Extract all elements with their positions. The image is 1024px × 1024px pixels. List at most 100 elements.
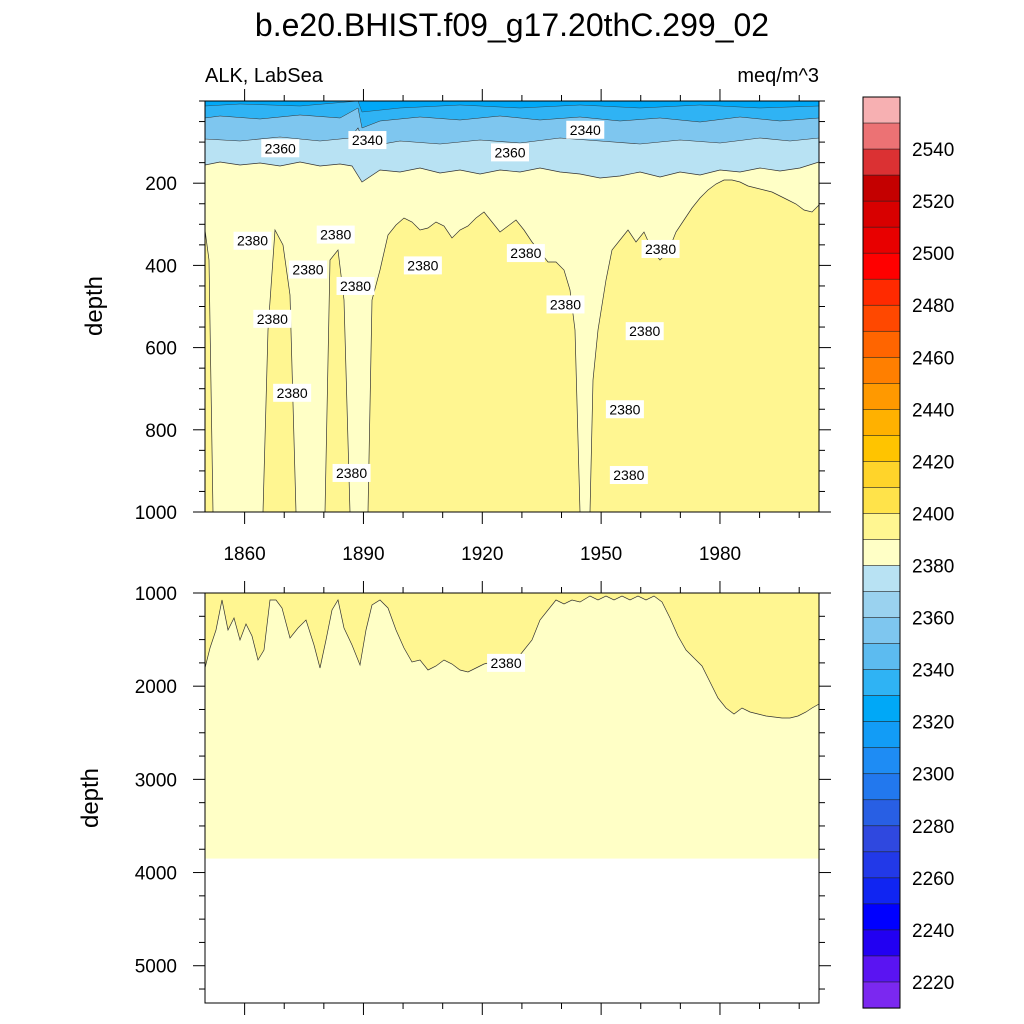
y-tick-label: 4000 (135, 864, 177, 885)
svg-text:2380: 2380 (629, 323, 660, 339)
svg-text:2380: 2380 (510, 245, 541, 261)
colorbar: 2540 2520 2500 2480 2460 2440 2420 2400 2380 2360… (862, 96, 954, 1009)
x-tick-label: 1890 (342, 544, 384, 565)
y-tick-label: 800 (145, 421, 177, 442)
colorbar-swatch (862, 591, 901, 619)
svg-text:2380: 2380 (609, 401, 640, 417)
svg-text:2380: 2380 (613, 467, 644, 483)
svg-text:2380: 2380 (237, 233, 268, 249)
y-tick-label: 1000 (135, 584, 177, 605)
variable-label: ALK, LabSea (205, 65, 324, 87)
upper-ticks: 200 400 600 800 1000 1860 1890 1920 1950 1980 (135, 89, 831, 565)
colorbar-tick-label: 2300 (912, 765, 954, 786)
colorbar-swatch (862, 304, 901, 332)
x-tick-label: 1860 (223, 544, 265, 565)
contour-label: 2360 (491, 143, 530, 162)
colorbar-swatch (862, 435, 901, 463)
ocean-floor-mask (205, 858, 819, 1003)
colorbar-swatch (862, 747, 901, 775)
upper-y-axis-label: depth (81, 276, 108, 336)
colorbar-swatch (862, 252, 901, 280)
contour-label: 2380 (605, 400, 644, 419)
upper-contour-labels: 2360 2340 2360 2340 2380 2380 2380 2380 2380 2380… (233, 120, 680, 485)
svg-text:2380: 2380 (336, 465, 367, 481)
svg-text:2380: 2380 (257, 311, 288, 327)
colorbar-tick-label: 2480 (912, 296, 954, 317)
contour-label: 2380 (546, 295, 585, 314)
colorbar-swatch (862, 643, 901, 671)
x-tick-label: 1980 (699, 544, 741, 565)
colorbar-swatch (862, 773, 901, 801)
contour-label: 2380 (316, 225, 355, 244)
svg-text:2380: 2380 (550, 296, 581, 312)
contour-label: 2380 (288, 260, 327, 279)
colorbar-tick-label: 2280 (912, 817, 954, 838)
contour-label: 2340 (566, 120, 605, 139)
colorbar-swatch (862, 877, 901, 905)
upper-panel: 2360 2340 2360 2340 2380 2380 2380 2380 2380 2380… (81, 89, 831, 565)
contour-label: 2380 (336, 276, 375, 295)
contour-label: 2360 (261, 139, 300, 158)
upper-band-2280-2300 (205, 101, 819, 113)
upper-band-2300-2320 (205, 101, 819, 129)
colorbar-tick-label: 2360 (912, 609, 954, 630)
colorbar-tick-label: 2240 (912, 921, 954, 942)
svg-text:2360: 2360 (494, 144, 525, 160)
colorbar-tick-label: 2460 (912, 348, 954, 369)
units-label: meq/m^3 (737, 65, 819, 87)
y-tick-label: 600 (145, 339, 177, 360)
contour-label: 2340 (348, 131, 387, 150)
contour-label: 2380 (625, 322, 664, 341)
contour-label: 2380 (253, 309, 292, 328)
contour-label: 2380 (506, 244, 545, 263)
colorbar-tick-label: 2260 (912, 869, 954, 890)
x-tick-label: 1920 (461, 544, 503, 565)
contour-label: 2380 (273, 383, 312, 402)
lower-contour-labels: 2380 (205, 653, 819, 1003)
colorbar-swatch (862, 383, 901, 410)
svg-text:2340: 2340 (352, 132, 383, 148)
colorbar-swatch (862, 669, 901, 697)
svg-text:2340: 2340 (570, 122, 601, 138)
colorbar-swatch (862, 487, 901, 515)
colorbar-swatch (862, 513, 901, 541)
svg-text:2380: 2380 (490, 655, 521, 671)
colorbar-swatch (862, 799, 901, 827)
lower-panel: 2380 1000 2000 3000 4000 5000 depth (77, 581, 831, 1015)
lower-panel-frame (204, 592, 820, 1004)
contour-label: 2380 (641, 239, 680, 258)
colorbar-swatch (862, 981, 901, 1009)
colorbar-tick-label: 2400 (912, 504, 954, 525)
contour-label: 2380 (332, 463, 371, 482)
colorbar-swatch (862, 96, 901, 124)
colorbar-tick-label: 2220 (912, 973, 954, 994)
colorbar-swatch (862, 565, 901, 593)
colorbar-swatch (862, 695, 901, 723)
colorbar-swatch (862, 721, 901, 749)
x-tick-label: 1950 (580, 544, 622, 565)
colorbar-swatch (862, 461, 901, 489)
colorbar-swatch (862, 278, 901, 306)
colorbar-swatch (862, 148, 901, 176)
lower-y-axis-label: depth (77, 768, 104, 828)
y-tick-label: 2000 (135, 677, 177, 698)
colorbar-swatch (862, 825, 901, 853)
colorbar-tick-label: 2540 (912, 140, 954, 161)
colorbar-tick-label: 2320 (912, 713, 954, 734)
colorbar-swatch (862, 617, 901, 645)
svg-text:2380: 2380 (277, 385, 308, 401)
svg-text:2380: 2380 (320, 227, 351, 243)
contour-label: 2380 (233, 231, 272, 250)
colorbar-swatch (862, 122, 901, 150)
colorbar-swatch (862, 174, 901, 202)
contour-label: 2380 (487, 653, 526, 672)
colorbar-swatch (862, 226, 901, 254)
colorbar-tick-label: 2520 (912, 192, 954, 213)
upper-band-2380-2400 (205, 179, 819, 512)
y-tick-label: 200 (145, 174, 177, 195)
y-tick-label: 5000 (135, 957, 177, 978)
contour-label: 2380 (403, 256, 442, 275)
colorbar-tick-label: 2340 (912, 661, 954, 682)
colorbar-swatch (862, 409, 901, 436)
